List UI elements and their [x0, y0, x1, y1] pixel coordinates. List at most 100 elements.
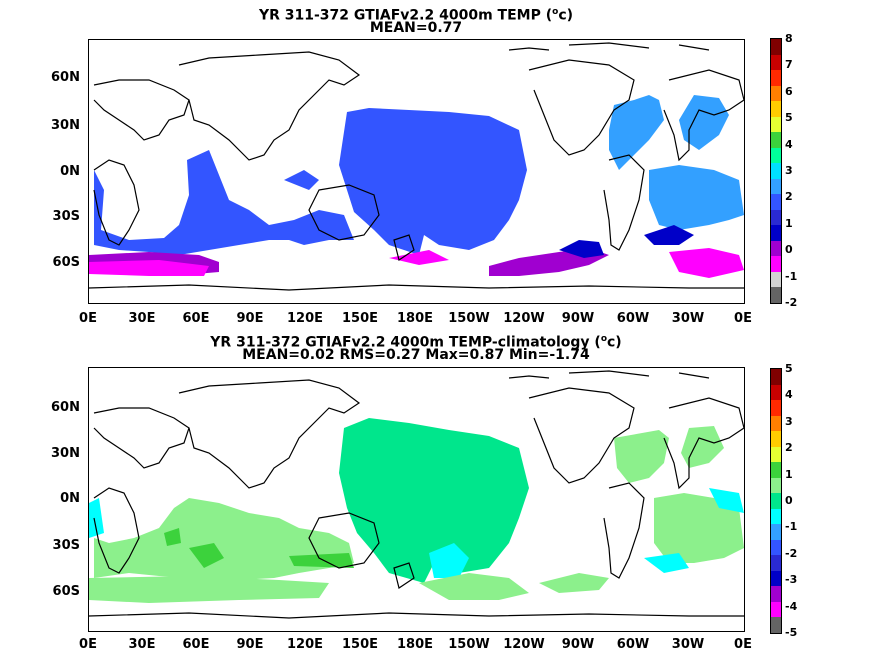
colorbar-label: 5 — [785, 362, 793, 375]
colorbar-segment — [771, 508, 781, 525]
lon-label: 90W — [561, 311, 595, 326]
region-atlantic-north — [614, 426, 724, 483]
map-top-svg — [89, 42, 744, 291]
colorbar-segment — [771, 384, 781, 401]
colorbar-label: 0 — [785, 494, 793, 507]
lon-label: 150W — [448, 311, 490, 326]
lon-label: 120W — [503, 637, 545, 652]
lat-label: 0N — [60, 491, 80, 506]
lon-label: 180E — [396, 637, 434, 652]
colorbar-segment — [771, 287, 781, 304]
region-southern-ocean-b — [389, 250, 449, 265]
region-north-pacific — [339, 418, 529, 583]
colorbar-segment — [771, 256, 781, 273]
lon-label: 120E — [286, 311, 324, 326]
colorbar-label: 7 — [785, 58, 793, 72]
title-unit-sup: o — [600, 334, 607, 344]
lon-label: 120E — [286, 637, 324, 652]
colorbar-segment — [771, 209, 781, 226]
colorbar-label: -3 — [785, 573, 798, 587]
lon-label: 0E — [79, 311, 97, 326]
panel-title: YR 311-372 GTIAFv2.2 4000m TEMP (oc) — [88, 4, 744, 24]
region-southern-ocean-e — [669, 248, 744, 278]
lat-label: 60N — [51, 70, 80, 85]
panel-stats: MEAN=0.02 RMS=0.27 Max=0.87 Min=-1.74 — [242, 347, 590, 363]
colorbar-label: 2 — [785, 441, 793, 455]
colorbar-label: -1 — [785, 269, 798, 283]
colorbar-segment — [771, 163, 781, 180]
title-main: YR 311-372 GTIAFv2.2 4000m TEMP ( — [258, 7, 553, 24]
colorbar-segment — [771, 415, 781, 432]
map-bottom — [88, 367, 745, 632]
colorbar-bottom — [770, 368, 782, 634]
colorbar-segment — [771, 39, 781, 56]
title-unit: c) — [558, 7, 574, 24]
region-atlantic-north — [609, 95, 729, 170]
colorbar-segment — [771, 586, 781, 603]
colorbar-segment — [771, 617, 781, 634]
colorbar-segment — [771, 271, 781, 288]
colorbar-label: 6 — [785, 84, 793, 98]
lon-label: 60W — [616, 311, 650, 326]
lon-label: 120W — [503, 311, 545, 326]
colorbar-segment — [771, 601, 781, 618]
region-southern-ocean-d — [559, 240, 604, 258]
lat-label: 30N — [51, 446, 80, 461]
colorbar-label: -1 — [785, 520, 798, 534]
lat-label: 60S — [52, 255, 80, 270]
map-top — [88, 39, 745, 304]
lon-label: 60W — [616, 637, 650, 652]
lon-label: 60E — [182, 637, 210, 652]
colorbar-segment — [771, 369, 781, 386]
panel-title: YR 311-372 GTIAFv2.2 4000m TEMP-climatol… — [88, 331, 744, 351]
region-indian-ocean — [94, 150, 354, 255]
region-atlantic-south — [654, 493, 744, 563]
coastlines — [89, 370, 744, 619]
lat-label: 30S — [52, 209, 80, 224]
lon-label: 30E — [128, 637, 156, 652]
lon-label: 90E — [236, 637, 264, 652]
lon-label: 0E — [734, 311, 752, 326]
panel-stats: MEAN=0.77 — [369, 20, 463, 36]
lat-label: 60N — [51, 400, 80, 415]
colorbar-label: 8 — [785, 32, 793, 45]
colorbar-segment — [771, 85, 781, 102]
region-cyan-pacific — [429, 543, 469, 578]
region-southern-ocean-b — [419, 573, 609, 600]
region-cyan-atlantic — [644, 488, 744, 573]
lat-label: 0N — [60, 164, 80, 179]
lon-label: 30W — [671, 311, 705, 326]
colorbar-segment — [771, 446, 781, 463]
colorbar-segment — [771, 493, 781, 510]
colorbar-segment — [771, 431, 781, 448]
colorbar-label: 2 — [785, 190, 793, 204]
lon-label: 30W — [671, 637, 705, 652]
colorbar-label: -5 — [785, 626, 798, 639]
colorbar-segment — [771, 132, 781, 149]
colorbar-label: 4 — [785, 137, 793, 151]
colorbar-top — [770, 38, 782, 304]
lon-label: 90E — [236, 311, 264, 326]
lon-label: 0E — [79, 637, 97, 652]
colorbar-segment — [771, 524, 781, 541]
colorbar-label: 5 — [785, 111, 793, 125]
lon-label: 0E — [734, 637, 752, 652]
title-unit-sup: o — [552, 7, 559, 17]
lon-label: 90W — [561, 637, 595, 652]
map-bottom-svg — [89, 370, 744, 619]
colorbar-segment — [771, 70, 781, 87]
colorbar-segment — [771, 240, 781, 257]
colorbar-label: 1 — [785, 467, 793, 481]
lon-label: 60E — [182, 311, 210, 326]
colorbar-segment — [771, 225, 781, 242]
region-strong-green — [164, 528, 224, 568]
colorbar-label: -2 — [785, 546, 798, 560]
region-indian-ocean — [94, 498, 354, 580]
region-southern-ocean-cold — [89, 260, 209, 276]
coastlines — [89, 42, 744, 291]
lon-label: 150E — [341, 311, 379, 326]
lon-label: 180E — [396, 311, 434, 326]
region-cyan-west — [89, 498, 104, 538]
lat-label: 60S — [52, 584, 80, 599]
colorbar-segment — [771, 147, 781, 164]
